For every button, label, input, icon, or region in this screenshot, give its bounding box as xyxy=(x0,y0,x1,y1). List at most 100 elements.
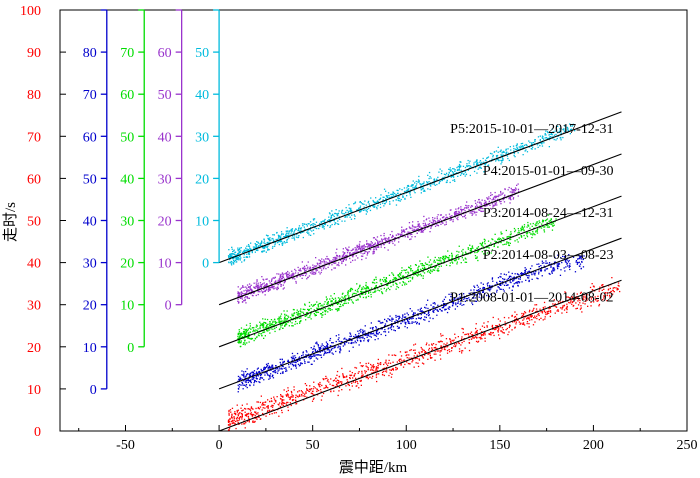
data-point xyxy=(393,195,395,197)
data-point xyxy=(382,280,385,282)
data-point xyxy=(316,307,318,309)
data-point xyxy=(479,161,481,163)
data-point xyxy=(500,192,502,194)
data-point xyxy=(268,365,270,367)
data-point xyxy=(353,214,355,216)
data-point xyxy=(412,221,414,223)
data-point xyxy=(549,315,551,318)
data-point xyxy=(391,230,393,233)
data-point xyxy=(327,258,329,260)
data-point xyxy=(488,244,491,246)
data-point xyxy=(325,346,327,348)
data-point xyxy=(398,276,400,278)
data-point xyxy=(528,311,531,313)
data-point xyxy=(385,334,387,337)
data-point xyxy=(379,197,382,199)
data-point xyxy=(428,223,431,225)
data-point xyxy=(428,347,431,350)
data-point xyxy=(433,353,435,355)
data-point xyxy=(230,417,233,419)
data-point xyxy=(414,273,416,275)
data-point xyxy=(387,282,390,284)
data-point xyxy=(358,251,360,253)
data-point xyxy=(579,255,581,257)
data-point xyxy=(501,193,503,195)
data-point xyxy=(521,316,523,318)
data-point xyxy=(415,185,417,187)
data-point xyxy=(262,322,264,325)
data-point xyxy=(409,234,411,236)
data-point xyxy=(538,220,540,222)
data-point xyxy=(260,395,262,397)
data-point xyxy=(291,313,293,315)
data-point xyxy=(575,260,578,262)
data-point xyxy=(457,169,459,171)
data-point xyxy=(412,185,414,187)
data-point xyxy=(311,393,314,395)
data-point xyxy=(606,300,608,302)
data-point xyxy=(297,359,299,362)
data-point xyxy=(384,247,386,249)
data-point xyxy=(313,360,315,362)
data-point xyxy=(493,334,495,337)
data-point xyxy=(508,186,510,189)
data-point xyxy=(422,356,424,358)
data-point xyxy=(257,367,259,369)
data-point xyxy=(514,315,517,318)
data-point xyxy=(413,355,415,357)
data-point xyxy=(281,243,283,245)
data-point xyxy=(329,305,331,307)
data-point xyxy=(549,219,551,222)
data-point xyxy=(306,396,308,398)
data-point xyxy=(364,288,366,290)
data-point xyxy=(433,180,435,182)
data-point xyxy=(460,209,463,212)
data-point xyxy=(247,289,249,291)
data-point xyxy=(287,276,289,278)
data-point xyxy=(323,347,325,349)
data-point xyxy=(444,258,446,260)
data-point xyxy=(258,284,260,286)
data-point xyxy=(510,281,512,284)
data-point xyxy=(402,229,405,231)
data-point xyxy=(253,339,255,342)
data-point xyxy=(338,382,340,384)
data-point xyxy=(427,358,429,360)
data-point xyxy=(414,271,416,273)
data-point xyxy=(351,253,353,255)
data-point xyxy=(284,402,286,404)
data-point xyxy=(544,134,546,136)
data-point xyxy=(381,371,384,374)
data-point xyxy=(308,234,310,236)
data-point xyxy=(540,270,542,272)
data-point xyxy=(285,394,287,396)
data-point xyxy=(249,380,251,382)
data-point xyxy=(355,255,357,257)
data-point xyxy=(458,168,460,170)
data-point xyxy=(408,280,410,283)
data-point xyxy=(248,421,250,423)
data-point xyxy=(394,277,397,279)
data-point xyxy=(234,412,236,415)
data-point xyxy=(496,204,498,206)
data-point xyxy=(500,288,502,290)
data-point xyxy=(364,287,366,289)
data-point xyxy=(366,287,368,289)
data-point xyxy=(280,368,282,370)
data-point xyxy=(280,394,282,396)
data-point xyxy=(506,327,508,330)
data-point xyxy=(246,287,248,289)
data-point xyxy=(396,320,399,322)
data-point xyxy=(243,373,245,375)
data-point xyxy=(568,265,570,267)
data-point xyxy=(354,334,357,336)
data-point xyxy=(435,221,437,223)
data-point xyxy=(517,281,519,283)
data-point xyxy=(515,277,517,280)
data-point xyxy=(307,229,310,231)
data-point xyxy=(298,230,300,232)
data-point xyxy=(546,312,548,314)
data-point xyxy=(513,154,515,157)
data-point xyxy=(310,312,312,314)
data-point xyxy=(360,290,362,293)
